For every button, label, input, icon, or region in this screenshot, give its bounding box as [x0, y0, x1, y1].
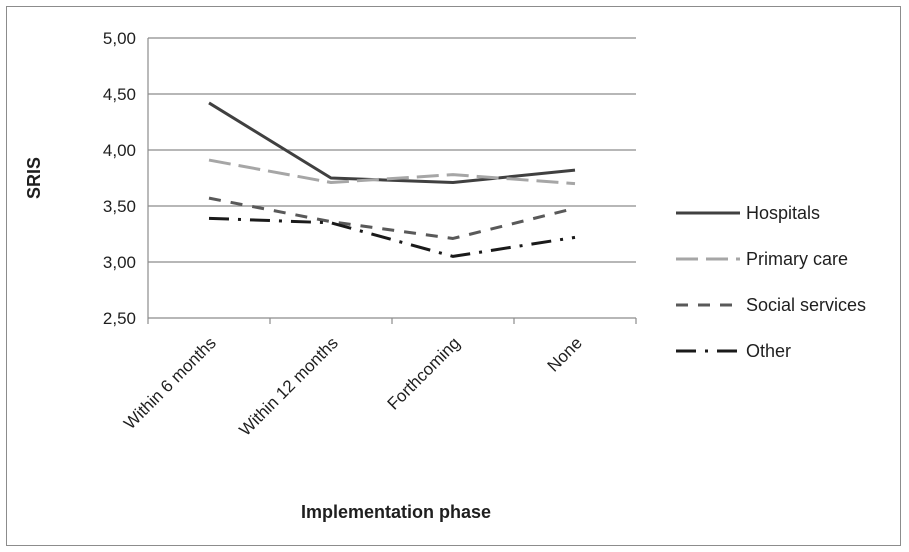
y-tick-label: 3,00	[103, 253, 136, 272]
legend-label: Hospitals	[746, 203, 820, 223]
x-axis-title: Implementation phase	[301, 502, 491, 522]
legend-label: Primary care	[746, 249, 848, 269]
series-lines	[208, 101, 576, 258]
chart-frame	[6, 6, 901, 546]
x-tick-label: Forthcoming	[384, 333, 464, 413]
series-line-other	[208, 216, 576, 258]
series-line-primary-care	[208, 158, 576, 186]
y-tick-label: 3,50	[103, 197, 136, 216]
y-axis-title: SRIS	[24, 157, 44, 199]
gridlines	[147, 37, 636, 319]
legend-label: Other	[746, 341, 791, 361]
y-axis-ticks: 2,50 3,00 3,50 4,00 4,50 5,00	[103, 29, 136, 328]
x-tick-label: Within 12 months	[236, 333, 342, 439]
legend: Hospitals Primary care Social services Othe…	[676, 203, 866, 361]
y-tick-label: 5,00	[103, 29, 136, 48]
series-line-hospitals	[208, 101, 576, 184]
legend-label: Social services	[746, 295, 866, 315]
y-tick-label: 2,50	[103, 309, 136, 328]
x-tick-label: None	[544, 333, 586, 375]
y-tick-label: 4,50	[103, 85, 136, 104]
series-line-social-services	[208, 196, 576, 240]
x-axis-ticks: Within 6 months Within 12 months Forthcomi…	[120, 318, 637, 440]
x-tick-label: Within 6 months	[120, 333, 220, 433]
y-tick-label: 4,00	[103, 141, 136, 160]
